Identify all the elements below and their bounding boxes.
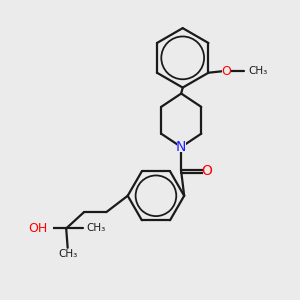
Text: O: O [221, 65, 231, 78]
Text: OH: OH [28, 222, 48, 235]
FancyBboxPatch shape [222, 67, 230, 75]
FancyBboxPatch shape [40, 224, 53, 233]
Text: N: N [176, 140, 186, 154]
FancyBboxPatch shape [203, 167, 211, 176]
Text: CH₃: CH₃ [248, 66, 267, 76]
Text: CH₃: CH₃ [86, 224, 105, 233]
Text: O: O [202, 164, 212, 178]
Text: CH₃: CH₃ [58, 249, 77, 259]
FancyBboxPatch shape [177, 142, 186, 152]
